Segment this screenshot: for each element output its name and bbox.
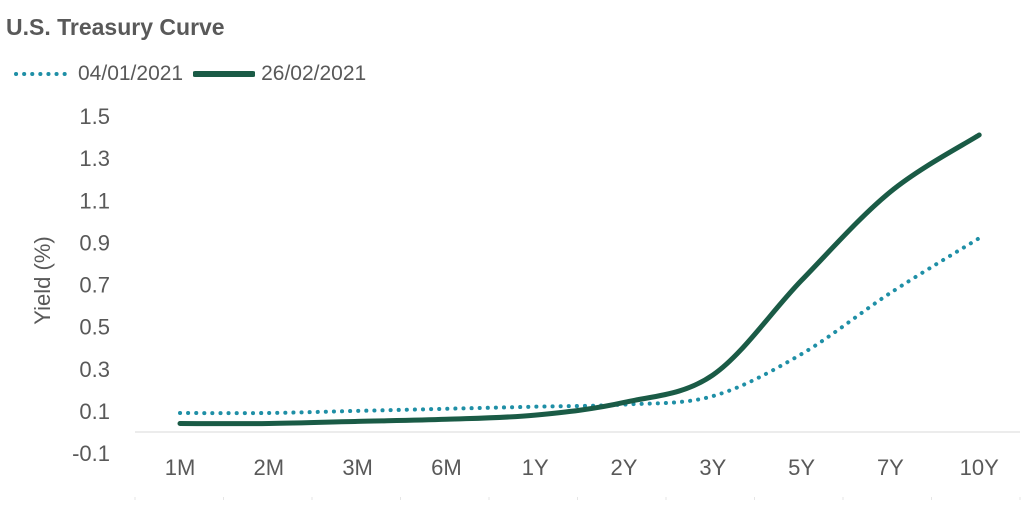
y-tick-label: 0.1 (79, 399, 110, 424)
series-line-2 (177, 132, 982, 427)
y-tick-label: 0.5 (79, 315, 110, 340)
legend-label-series-1: 04/01/2021 (78, 62, 184, 85)
x-tick-label: 1M (165, 455, 196, 480)
series-line-1 (178, 236, 982, 416)
x-tick-label: 6M (431, 455, 462, 480)
x-tick-label: 3M (342, 455, 373, 480)
x-tick-label: 3Y (699, 455, 726, 480)
legend-label-series-2: 26/02/2021 (261, 62, 367, 85)
x-tick-label: 5Y (788, 455, 815, 480)
y-tick-label: 0.9 (79, 230, 110, 255)
y-axis-title: Yield (%) (30, 236, 55, 324)
y-tick-label: 1.5 (79, 104, 110, 129)
x-tick-label: 2M (254, 455, 285, 480)
x-tick-label: 7Y (877, 455, 904, 480)
x-tick-label: 1Y (522, 455, 549, 480)
legend-item-series-1: 04/01/2021 (12, 62, 183, 86)
y-tick-label: -0.1 (72, 441, 110, 466)
x-tick-label: 2Y (611, 455, 638, 480)
y-tick-label: 0.3 (79, 357, 110, 382)
chart-legend: 04/01/2021 26/02/2021 (12, 60, 376, 88)
legend-solid-line-icon (193, 71, 256, 77)
chart-title: U.S. Treasury Curve (6, 14, 225, 40)
legend-dotted-line-icon (14, 72, 72, 76)
y-tick-label: 1.1 (79, 188, 110, 213)
y-tick-label: 1.3 (79, 146, 110, 171)
legend-item-series-2: 26/02/2021 (193, 62, 366, 86)
x-tick-label: 10Y (960, 455, 999, 480)
y-tick-label: 0.7 (79, 273, 110, 298)
